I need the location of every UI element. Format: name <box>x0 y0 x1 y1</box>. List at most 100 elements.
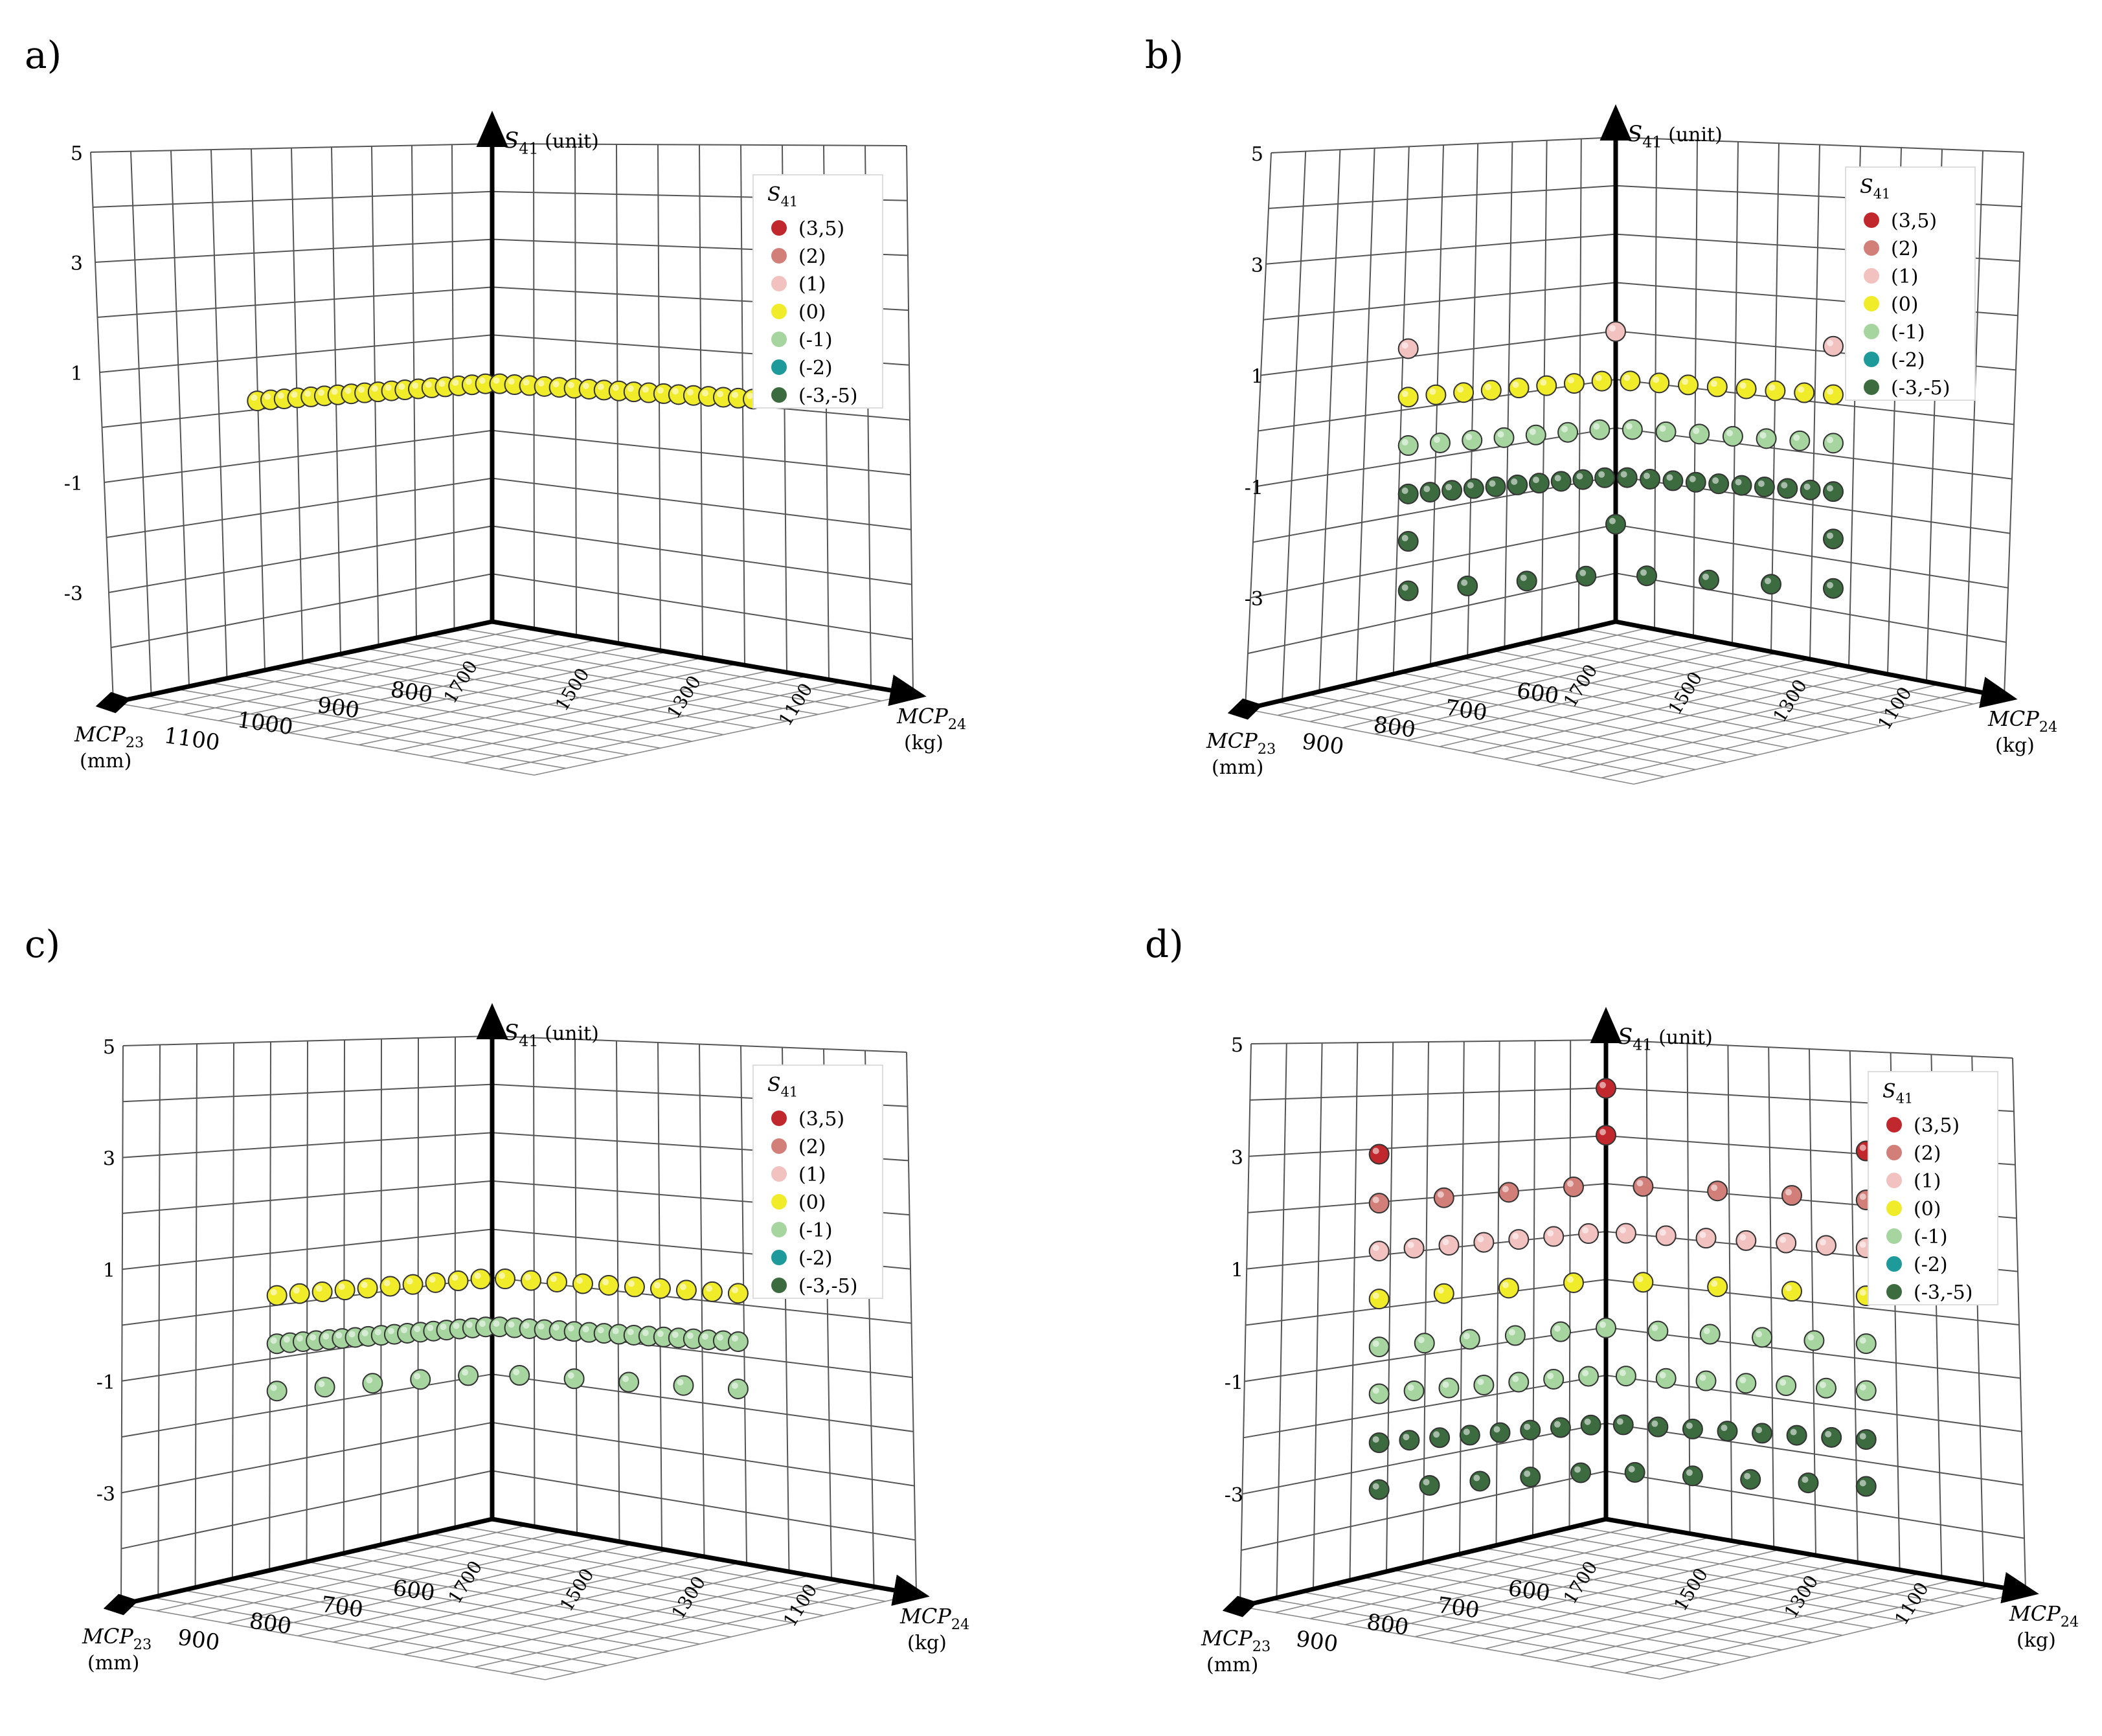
left-axis-title: MCP23 <box>1201 1626 1271 1655</box>
data-points <box>247 373 763 412</box>
data-point <box>1563 373 1585 394</box>
data-point <box>1457 575 1478 596</box>
right-tick-label: 1100 <box>779 1580 822 1630</box>
data-point-highlight <box>612 384 619 391</box>
data-point-highlight <box>627 1328 634 1335</box>
data-point-highlight <box>1595 374 1602 381</box>
data-point-highlight <box>1859 1480 1866 1487</box>
legend-swatch <box>1886 1201 1902 1216</box>
data-point-highlight <box>1418 1336 1425 1344</box>
data-point <box>1695 1228 1717 1249</box>
data-points <box>266 1268 749 1402</box>
vertical-axis-title: S41 (unit) <box>504 1020 599 1050</box>
legend: S41(3,5) (2) (1) (0) (-1) (-2) (-3,-5) <box>752 174 883 409</box>
data-point <box>1536 375 1557 396</box>
data-point-highlight <box>677 1379 684 1386</box>
data-point-highlight <box>361 1281 368 1289</box>
data-point-highlight <box>582 1325 589 1333</box>
vertical-tick-label: -1 <box>1225 1371 1243 1394</box>
data-point <box>1781 1281 1802 1302</box>
data-point <box>1616 467 1638 488</box>
left-axis-unit: (mm) <box>87 1652 139 1674</box>
data-point-highlight <box>657 1330 664 1337</box>
data-point <box>546 1271 567 1292</box>
data-point-highlight <box>466 1321 473 1328</box>
vertical-tick-label: -3 <box>96 1483 115 1505</box>
data-point-highlight <box>1582 1227 1589 1234</box>
data-point-highlight <box>1599 1081 1606 1088</box>
data-point-highlight <box>1401 439 1408 446</box>
data-point <box>314 1377 335 1398</box>
right-axis <box>492 1516 930 1606</box>
data-point-highlight <box>1554 475 1561 482</box>
data-point-highlight <box>440 1324 447 1331</box>
data-point <box>1803 1330 1825 1351</box>
data-point <box>1823 528 1844 550</box>
data-point <box>1776 1375 1797 1397</box>
data-point-highlight <box>1502 1186 1509 1193</box>
data-point-highlight <box>465 378 472 385</box>
data-point-highlight <box>1744 1472 1751 1480</box>
data-point <box>1823 481 1844 502</box>
vertical-tick-label: 3 <box>1251 254 1263 277</box>
data-point <box>1397 580 1419 602</box>
data-point-highlight <box>277 392 284 399</box>
left-tick-label: 600 <box>1506 1575 1552 1607</box>
data-point-highlight <box>653 1281 661 1289</box>
data-point-highlight <box>731 1335 738 1342</box>
data-point-highlight <box>1616 1418 1623 1425</box>
data-point-highlight <box>716 390 723 398</box>
data-point <box>1403 1380 1425 1401</box>
data-point-highlight <box>1574 1466 1581 1473</box>
data-point-highlight <box>1403 1434 1410 1441</box>
data-point-highlight <box>1644 472 1651 479</box>
data-point-highlight <box>1512 1233 1519 1240</box>
data-point-highlight <box>1489 480 1496 487</box>
right-tick-label: 1700 <box>444 1557 486 1608</box>
data-point <box>1823 384 1844 405</box>
data-point <box>1605 321 1626 342</box>
data-point-highlight <box>1859 1289 1866 1296</box>
data-point-highlight <box>1659 1229 1666 1236</box>
data-point <box>1855 1476 1877 1497</box>
vertical-tick-label: 3 <box>71 253 83 275</box>
data-point <box>1520 1419 1541 1441</box>
data-point <box>1647 1320 1669 1342</box>
data-point <box>410 1369 431 1390</box>
right-tick-label: 1500 <box>551 664 594 715</box>
data-point <box>266 1381 288 1402</box>
vertical-tick-label: 3 <box>103 1148 115 1171</box>
data-point-highlight <box>1699 1374 1706 1381</box>
data-point-highlight <box>315 1285 322 1292</box>
data-point-highlight <box>567 1325 574 1332</box>
data-point-highlight <box>1859 1337 1866 1344</box>
data-point <box>1397 338 1419 359</box>
data-point <box>1507 474 1528 495</box>
data-point-highlight <box>1726 429 1733 436</box>
data-point <box>289 1283 310 1304</box>
data-point-highlight <box>451 1274 458 1281</box>
data-point-highlight <box>705 1285 712 1292</box>
legend-title: S41 <box>1882 1080 1913 1106</box>
right-tick-label: 1500 <box>1669 1564 1712 1615</box>
right-tick-label: 1700 <box>1559 660 1602 711</box>
data-point <box>1589 419 1610 440</box>
data-point-highlight <box>1512 381 1519 389</box>
legend-item-label: (0) <box>1891 293 1919 316</box>
data-point <box>1433 1187 1454 1208</box>
legend-title: S41 <box>1860 175 1890 201</box>
data-point-highlight <box>1712 477 1719 484</box>
right-tick-label: 1700 <box>1559 1557 1602 1608</box>
data-point-highlight <box>1524 1470 1531 1477</box>
legend-item-label: (3,5) <box>798 218 844 240</box>
left-tick-label: 800 <box>248 1608 293 1640</box>
data-point-highlight <box>1372 1245 1379 1252</box>
legend-swatch <box>1864 240 1879 256</box>
panel-a: a) 5 3 1 -1 -3 S41 (unit) 800 900 1000 1100 MCP23(m… <box>25 33 966 776</box>
data-point <box>1855 1429 1877 1450</box>
data-point <box>1368 1144 1390 1165</box>
data-point-highlight <box>1819 1381 1826 1388</box>
data-point-highlight <box>1540 379 1547 386</box>
right-axis <box>1605 1516 2039 1604</box>
legend-item-label: (1) <box>1891 265 1919 288</box>
